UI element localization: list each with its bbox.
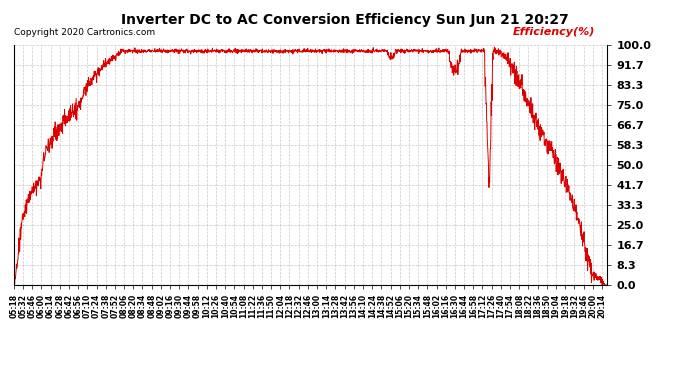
Text: Efficiency(%): Efficiency(%) [513,27,595,37]
Text: Copyright 2020 Cartronics.com: Copyright 2020 Cartronics.com [14,28,155,37]
Text: Inverter DC to AC Conversion Efficiency Sun Jun 21 20:27: Inverter DC to AC Conversion Efficiency … [121,13,569,27]
